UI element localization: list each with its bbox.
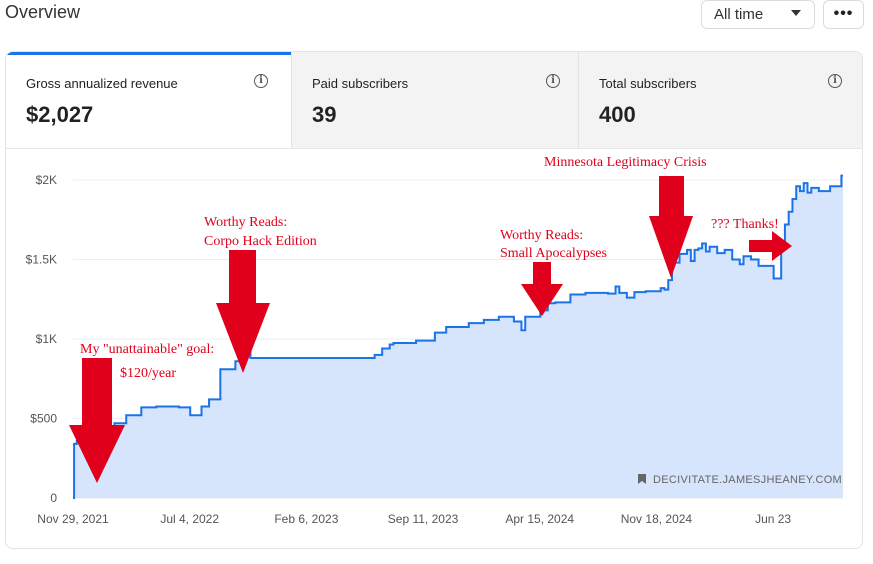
active-tab-indicator	[6, 52, 291, 55]
stat-paid-subscribers[interactable]: Paid subscribers i 39	[291, 52, 578, 149]
stat-value: 400	[599, 102, 636, 127]
stat-label: Total subscribers	[599, 76, 697, 91]
annotation-corpo-hack-1: Worthy Reads:	[204, 215, 287, 230]
y-tick-label: $1K	[36, 332, 57, 346]
info-icon[interactable]: i	[254, 74, 268, 88]
x-tick-label: Nov 29, 2021	[37, 512, 109, 526]
stat-value: 39	[312, 102, 337, 127]
revenue-line	[73, 174, 843, 499]
y-tick-label: 0	[50, 491, 57, 505]
arrow-minnesota-icon	[649, 176, 693, 278]
x-tick-label: Sep 11, 2023	[388, 512, 459, 526]
annotation-small-apocalypses-2: Small Apocalypses	[500, 246, 607, 261]
stat-value: $2,027	[26, 102, 94, 127]
x-tick-label: Jul 4, 2022	[160, 512, 219, 526]
chevron-down-icon	[791, 10, 801, 16]
y-tick-label: $2K	[36, 173, 57, 187]
annotation-corpo-hack-2: Corpo Hack Edition	[204, 234, 317, 249]
annotation-goal-amount: $120/year	[120, 366, 176, 381]
watermark: DECIVITATE.JAMESJHEANEY.COM	[638, 474, 842, 486]
revenue-area-fill	[73, 175, 843, 498]
time-range-value: All time	[714, 6, 764, 23]
arrow-corpo-hack-icon	[216, 250, 270, 373]
arrow-small-apocalypses-icon	[521, 262, 563, 316]
stat-label: Paid subscribers	[312, 76, 409, 91]
x-axis: Nov 29, 2021 Jul 4, 2022 Feb 6, 2023 Sep 11…	[37, 512, 791, 526]
time-range-dropdown[interactable]: All time	[701, 0, 815, 29]
stat-label: Gross annualized revenue	[26, 76, 178, 91]
more-icon: •••	[833, 5, 854, 22]
arrow-thanks-icon	[749, 231, 792, 261]
y-tick-label: $1.5K	[26, 252, 57, 266]
x-tick-label: Jun 23	[755, 512, 791, 526]
watermark-text: DECIVITATE.JAMESJHEANEY.COM	[653, 474, 842, 486]
annotation-thanks: ??? Thanks!	[711, 217, 779, 232]
stat-gross-revenue[interactable]: Gross annualized revenue i $2,027	[6, 52, 291, 149]
y-axis: 0 $500 $1K $1.5K $2K	[26, 173, 58, 505]
annotations: Worthy Reads: Corpo Hack Edition Worthy …	[69, 155, 792, 483]
info-icon[interactable]: i	[828, 74, 842, 88]
annotation-minnesota: Minnesota Legitimacy Crisis	[544, 155, 707, 170]
x-tick-label: Apr 15, 2024	[505, 512, 574, 526]
bookmark-icon	[638, 474, 646, 484]
annotation-small-apocalypses-1: Worthy Reads:	[500, 228, 583, 243]
stat-total-subscribers[interactable]: Total subscribers i 400	[578, 52, 862, 149]
annotation-goal: My "unattainable" goal:	[80, 342, 214, 357]
more-options-button[interactable]: •••	[823, 0, 864, 29]
page-title: Overview	[5, 2, 81, 22]
arrow-goal-icon	[69, 358, 125, 483]
info-icon[interactable]: i	[546, 74, 560, 88]
stats-row: Gross annualized revenue i $2,027 Paid s…	[6, 52, 862, 149]
x-tick-label: Feb 6, 2023	[274, 512, 338, 526]
x-tick-label: Nov 18, 2024	[621, 512, 693, 526]
y-tick-label: $500	[30, 411, 57, 425]
